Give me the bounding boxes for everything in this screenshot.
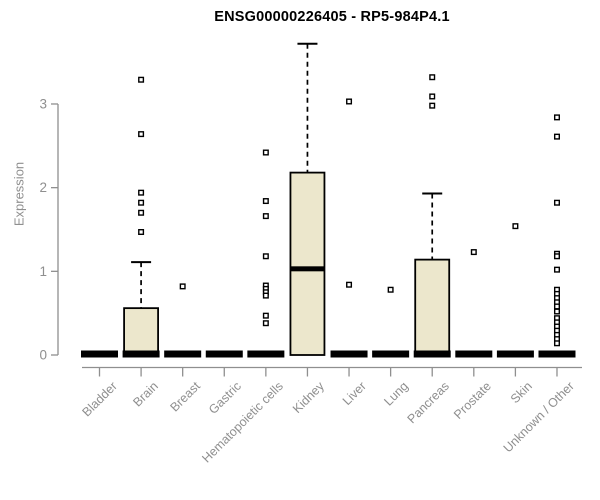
zero-box-skin [496,350,534,358]
outlier-point-brain [138,209,145,216]
outlier-point-unknown-other [553,199,560,206]
outlier-point-hematopoietic-cells [262,198,269,205]
outlier-point-unknown-other [553,308,560,315]
outlier-point-breast [179,283,186,290]
zero-box-bladder [81,350,118,358]
zero-box-hematopoietic-cells [247,350,285,358]
outlier-point-unknown-other [553,253,560,260]
outlier-point-pancreas [429,74,436,81]
outlier-point-pancreas [429,93,436,100]
y-tick-label: 0 [39,348,47,363]
outlier-point-hematopoietic-cells [262,312,269,319]
outlier-point-brain [138,76,145,83]
y-tick-label: 3 [39,96,47,111]
outlier-point-hematopoietic-cells [262,320,269,327]
outlier-point-brain [138,189,145,196]
outlier-point-unknown-other [553,266,560,273]
chart-title: ENSG00000226405 - RP5-984P4.1 [214,9,450,25]
outlier-point-pancreas [429,102,436,109]
zero-box-lung [372,350,410,358]
outlier-point-hematopoietic-cells [262,149,269,156]
median-kidney [290,266,325,272]
box-kidney [289,171,326,356]
outlier-point-prostate [470,249,477,256]
outlier-point-brain [138,131,145,138]
box-pancreas [414,258,451,356]
outlier-point-hematopoietic-cells [262,253,269,260]
outlier-point-unknown-other [553,340,560,347]
y-tick-label: 2 [39,180,47,195]
zero-box-unknown-other [538,350,576,358]
zero-box-prostate [455,350,493,358]
outlier-point-unknown-other [553,303,560,310]
zero-box-gastric [205,350,243,358]
zero-box-breast [164,350,202,358]
outlier-point-skin [512,223,519,230]
outlier-point-unknown-other [553,114,560,121]
median-brain [122,350,160,358]
outlier-point-brain [138,229,145,236]
outlier-point-hematopoietic-cells [262,292,269,299]
outlier-point-unknown-other [553,133,560,140]
outlier-point-hematopoietic-cells [262,213,269,220]
outlier-point-liver [346,281,353,288]
outlier-point-brain [138,199,145,206]
box-brain [123,307,159,356]
median-pancreas [413,350,451,358]
y-tick-label: 1 [39,264,47,279]
zero-box-liver [330,350,368,358]
outlier-point-lung [387,286,394,293]
outlier-point-liver [346,98,353,105]
